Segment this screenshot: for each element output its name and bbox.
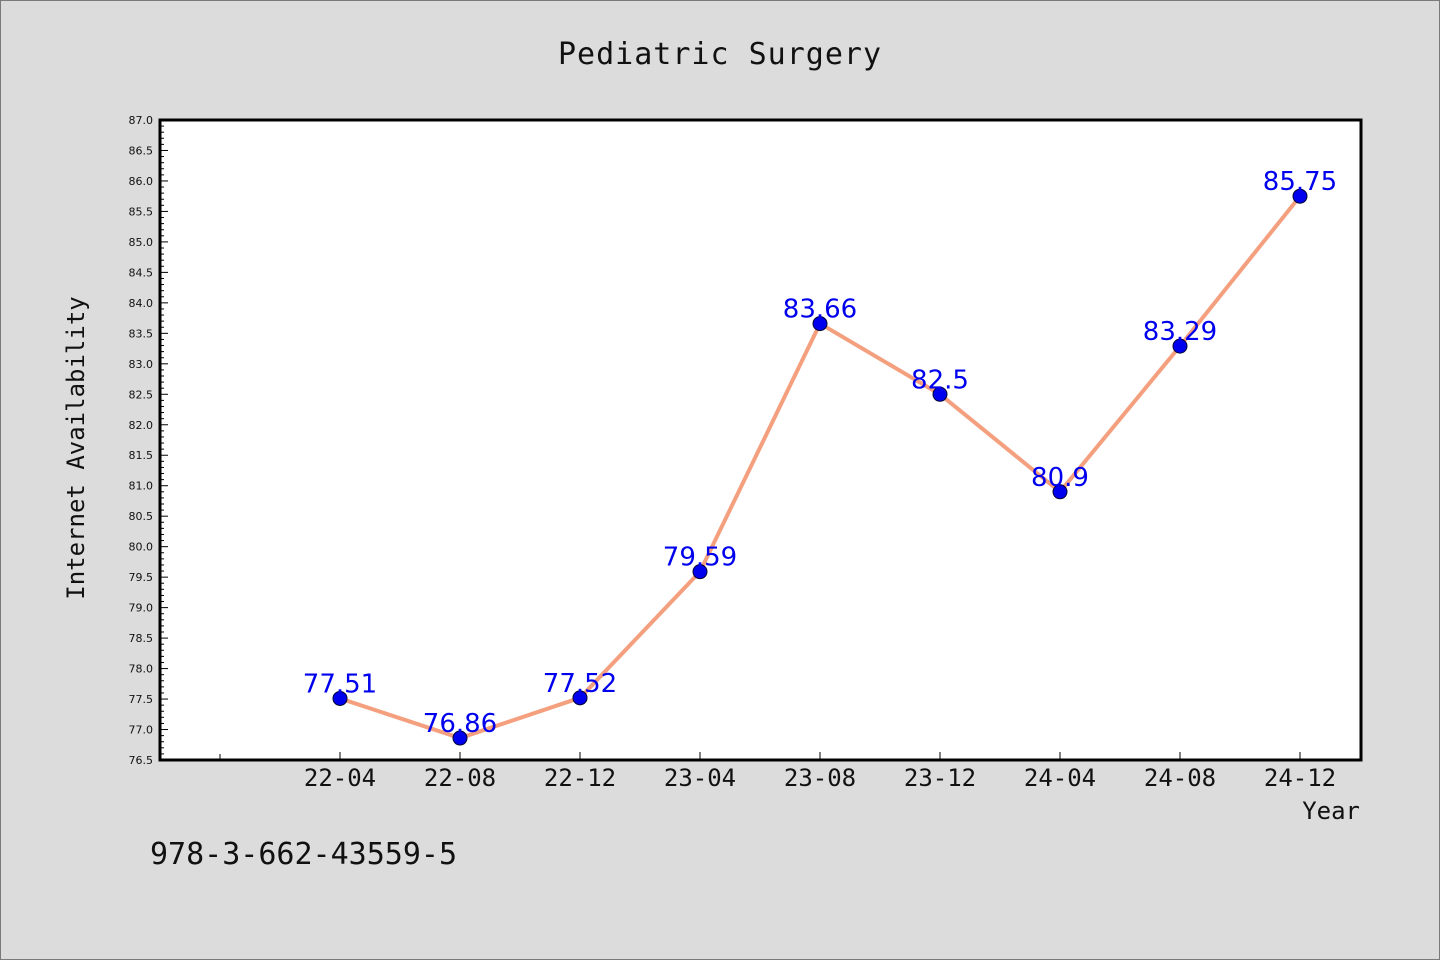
y-tick-label: 76.5: [129, 754, 154, 767]
y-tick-label: 77.0: [129, 724, 154, 737]
series: 77.51 76.86 77.52 79.59 83.66 82.5 80.9 83.29 85…: [303, 167, 1337, 746]
x-axis: 22-04 22-08 22-12 23-04 23-08 23-12 24-04 24-08…: [219, 752, 1336, 792]
x-tick-label: 23-04: [664, 764, 736, 792]
y-tick-label: 85.5: [129, 205, 154, 218]
y-tick-label: 81.5: [129, 449, 154, 462]
y-tick-label: 80.0: [129, 541, 154, 554]
data-point: [1172, 338, 1188, 354]
x-tick-label: 24-12: [1264, 764, 1336, 792]
x-tick-label: 22-12: [544, 764, 616, 792]
y-tick-label: 77.5: [129, 693, 154, 706]
x-tick-label: 22-04: [304, 764, 376, 792]
y-axis: 76.5 77.0 77.5 78.0 78.5 79.0 79.5 80.0 80.5 81.0…: [129, 114, 168, 767]
y-tick-label: 78.5: [129, 632, 154, 645]
x-tick-label: 22-08: [424, 764, 496, 792]
data-point: [692, 564, 708, 580]
y-tick-label: 80.5: [129, 510, 154, 523]
y-axis-title: Internet Availability: [62, 296, 90, 599]
data-point: [332, 690, 348, 706]
y-tick-label: 87.0: [129, 114, 154, 127]
data-point: [452, 730, 468, 746]
data-label: 85.75: [1263, 167, 1337, 197]
data-point: [1052, 484, 1068, 500]
data-label: 80.9: [1031, 463, 1089, 493]
x-tick-label: 24-08: [1144, 764, 1216, 792]
data-point: [812, 316, 828, 332]
data-label: 77.51: [303, 669, 377, 699]
y-tick-label: 82.5: [129, 388, 154, 401]
data-label: 83.29: [1143, 317, 1217, 347]
y-tick-label: 86.0: [129, 175, 154, 188]
data-label: 79.59: [663, 543, 737, 573]
y-tick-label: 84.0: [129, 297, 154, 310]
y-tick-label: 78.0: [129, 663, 154, 676]
data-label: 83.66: [783, 295, 857, 325]
data-point: [572, 690, 588, 706]
y-tick-label: 85.0: [129, 236, 154, 249]
y-tick-label: 84.5: [129, 266, 154, 279]
x-tick-label: 23-08: [784, 764, 856, 792]
data-label: 76.86: [423, 709, 497, 739]
y-tick-label: 83.0: [129, 358, 154, 371]
data-point: [1292, 188, 1308, 204]
y-tick-label: 79.0: [129, 602, 154, 615]
y-tick-label: 82.0: [129, 419, 154, 432]
data-point: [932, 386, 948, 402]
chart-title: Pediatric Surgery: [558, 37, 882, 72]
x-axis-title: Year: [1302, 797, 1360, 825]
data-label: 82.5: [911, 365, 969, 395]
x-tick-label: 24-04: [1024, 764, 1096, 792]
y-tick-label: 83.5: [129, 327, 154, 340]
data-label: 77.52: [543, 669, 617, 699]
footer-code: 978-3-662-43559-5: [150, 837, 457, 872]
y-tick-label: 86.5: [129, 144, 154, 157]
x-tick-label: 23-12: [904, 764, 976, 792]
y-tick-label: 81.0: [129, 480, 154, 493]
plot-area: [158, 118, 1363, 762]
y-tick-label: 79.5: [129, 571, 154, 584]
